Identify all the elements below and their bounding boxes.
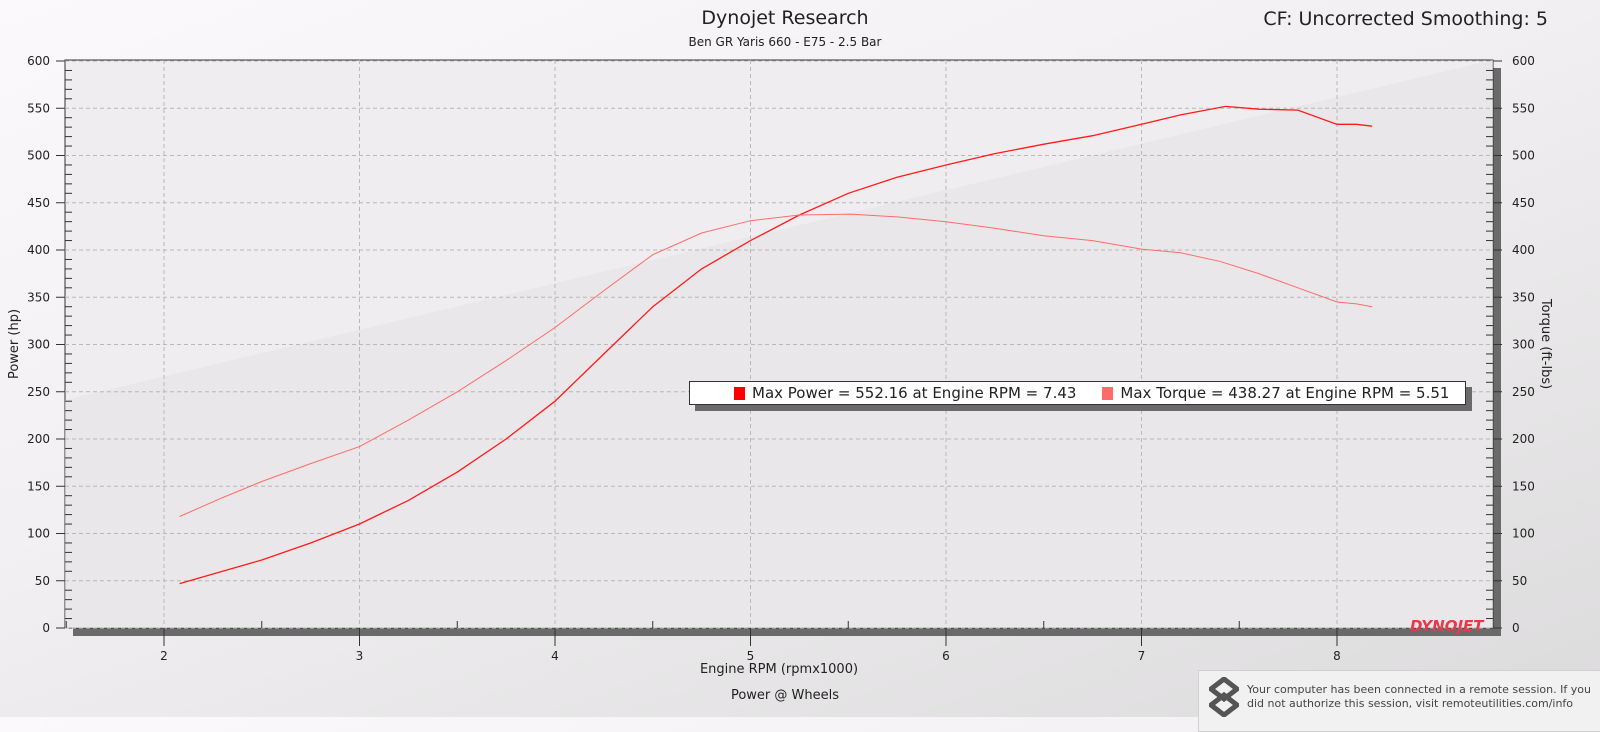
y2-tick-label: 600 [1512, 54, 1535, 68]
y2-tick-label: 250 [1512, 385, 1535, 399]
y2-tick-label: 100 [1512, 527, 1535, 541]
x-tick-label: 6 [942, 649, 950, 663]
y2-tick-label: 350 [1512, 290, 1535, 304]
y2-tick-label: 0 [1512, 621, 1520, 635]
y2-tick-label: 300 [1512, 338, 1535, 352]
notice-text: Your computer has been connected in a re… [1247, 683, 1591, 710]
remote-utilities-icon [1209, 677, 1239, 717]
y2-tick-label: 500 [1512, 149, 1535, 163]
x-tick-label: 7 [1138, 649, 1146, 663]
y2-tick-label: 150 [1512, 479, 1535, 493]
y-tick-label: 150 [27, 479, 50, 493]
y-tick-label: 200 [27, 432, 50, 446]
y2-tick-label: 400 [1512, 243, 1535, 257]
torque-swatch [1102, 386, 1114, 400]
x-tick-label: 2 [160, 649, 168, 663]
legend-power-text: Max Power = 552.16 at Engine RPM = 7.43 [752, 384, 1077, 402]
x-tick-label: 3 [356, 649, 364, 663]
y-tick-label: 600 [27, 54, 50, 68]
y2-tick-label: 550 [1512, 101, 1535, 115]
y-tick-label: 250 [27, 385, 50, 399]
legend-torque-text: Max Torque = 438.27 at Engine RPM = 5.51 [1120, 384, 1450, 402]
torque-curve [179, 213, 1373, 517]
y-axis-title: Power (hp) [7, 309, 22, 379]
dynojet-logo: DYNOJET [1410, 617, 1485, 635]
y2-tick-label: 200 [1512, 432, 1535, 446]
x-tick-label: 8 [1333, 649, 1341, 663]
remote-session-notice[interactable]: Your computer has been connected in a re… [1198, 670, 1600, 732]
legend-item-power: Max Power = 552.16 at Engine RPM = 7.43 [734, 384, 1076, 402]
y-tick-label: 50 [35, 574, 50, 588]
chart-subtitle: Ben GR Yaris 660 - E75 - 2.5 Bar [688, 35, 882, 49]
y2-axis-title: Torque (ft-lbs) [1538, 298, 1553, 389]
y-tick-label: 300 [27, 338, 50, 352]
y-tick-label: 550 [27, 101, 50, 115]
footer-caption: Power @ Wheels [731, 688, 839, 703]
y-tick-label: 400 [27, 243, 50, 257]
correction-factor-label: CF: Uncorrected Smoothing: 5 [1263, 8, 1548, 30]
chart-title: Dynojet Research [701, 7, 869, 29]
y2-tick-label: 50 [1512, 574, 1527, 588]
power-swatch [734, 386, 745, 400]
x-tick-label: 5 [747, 649, 755, 663]
y2-tick-label: 450 [1512, 196, 1535, 210]
y-tick-label: 350 [27, 290, 50, 304]
x-axis-title: Engine RPM (rpmx1000) [700, 662, 858, 677]
legend: Max Power = 552.16 at Engine RPM = 7.43 … [689, 381, 1466, 405]
y-tick-label: 100 [27, 527, 50, 541]
y-tick-label: 450 [27, 196, 50, 210]
x-tick-label: 4 [551, 649, 559, 663]
power-curve [179, 105, 1373, 585]
legend-item-torque: Max Torque = 438.27 at Engine RPM = 5.51 [1102, 384, 1449, 402]
y-tick-label: 500 [27, 149, 50, 163]
y-tick-label: 0 [42, 621, 50, 635]
dyno-chart: 0 0 50 50 100 100 150 150 200 200 250 250 300 300 350 3… [7, 54, 1553, 703]
